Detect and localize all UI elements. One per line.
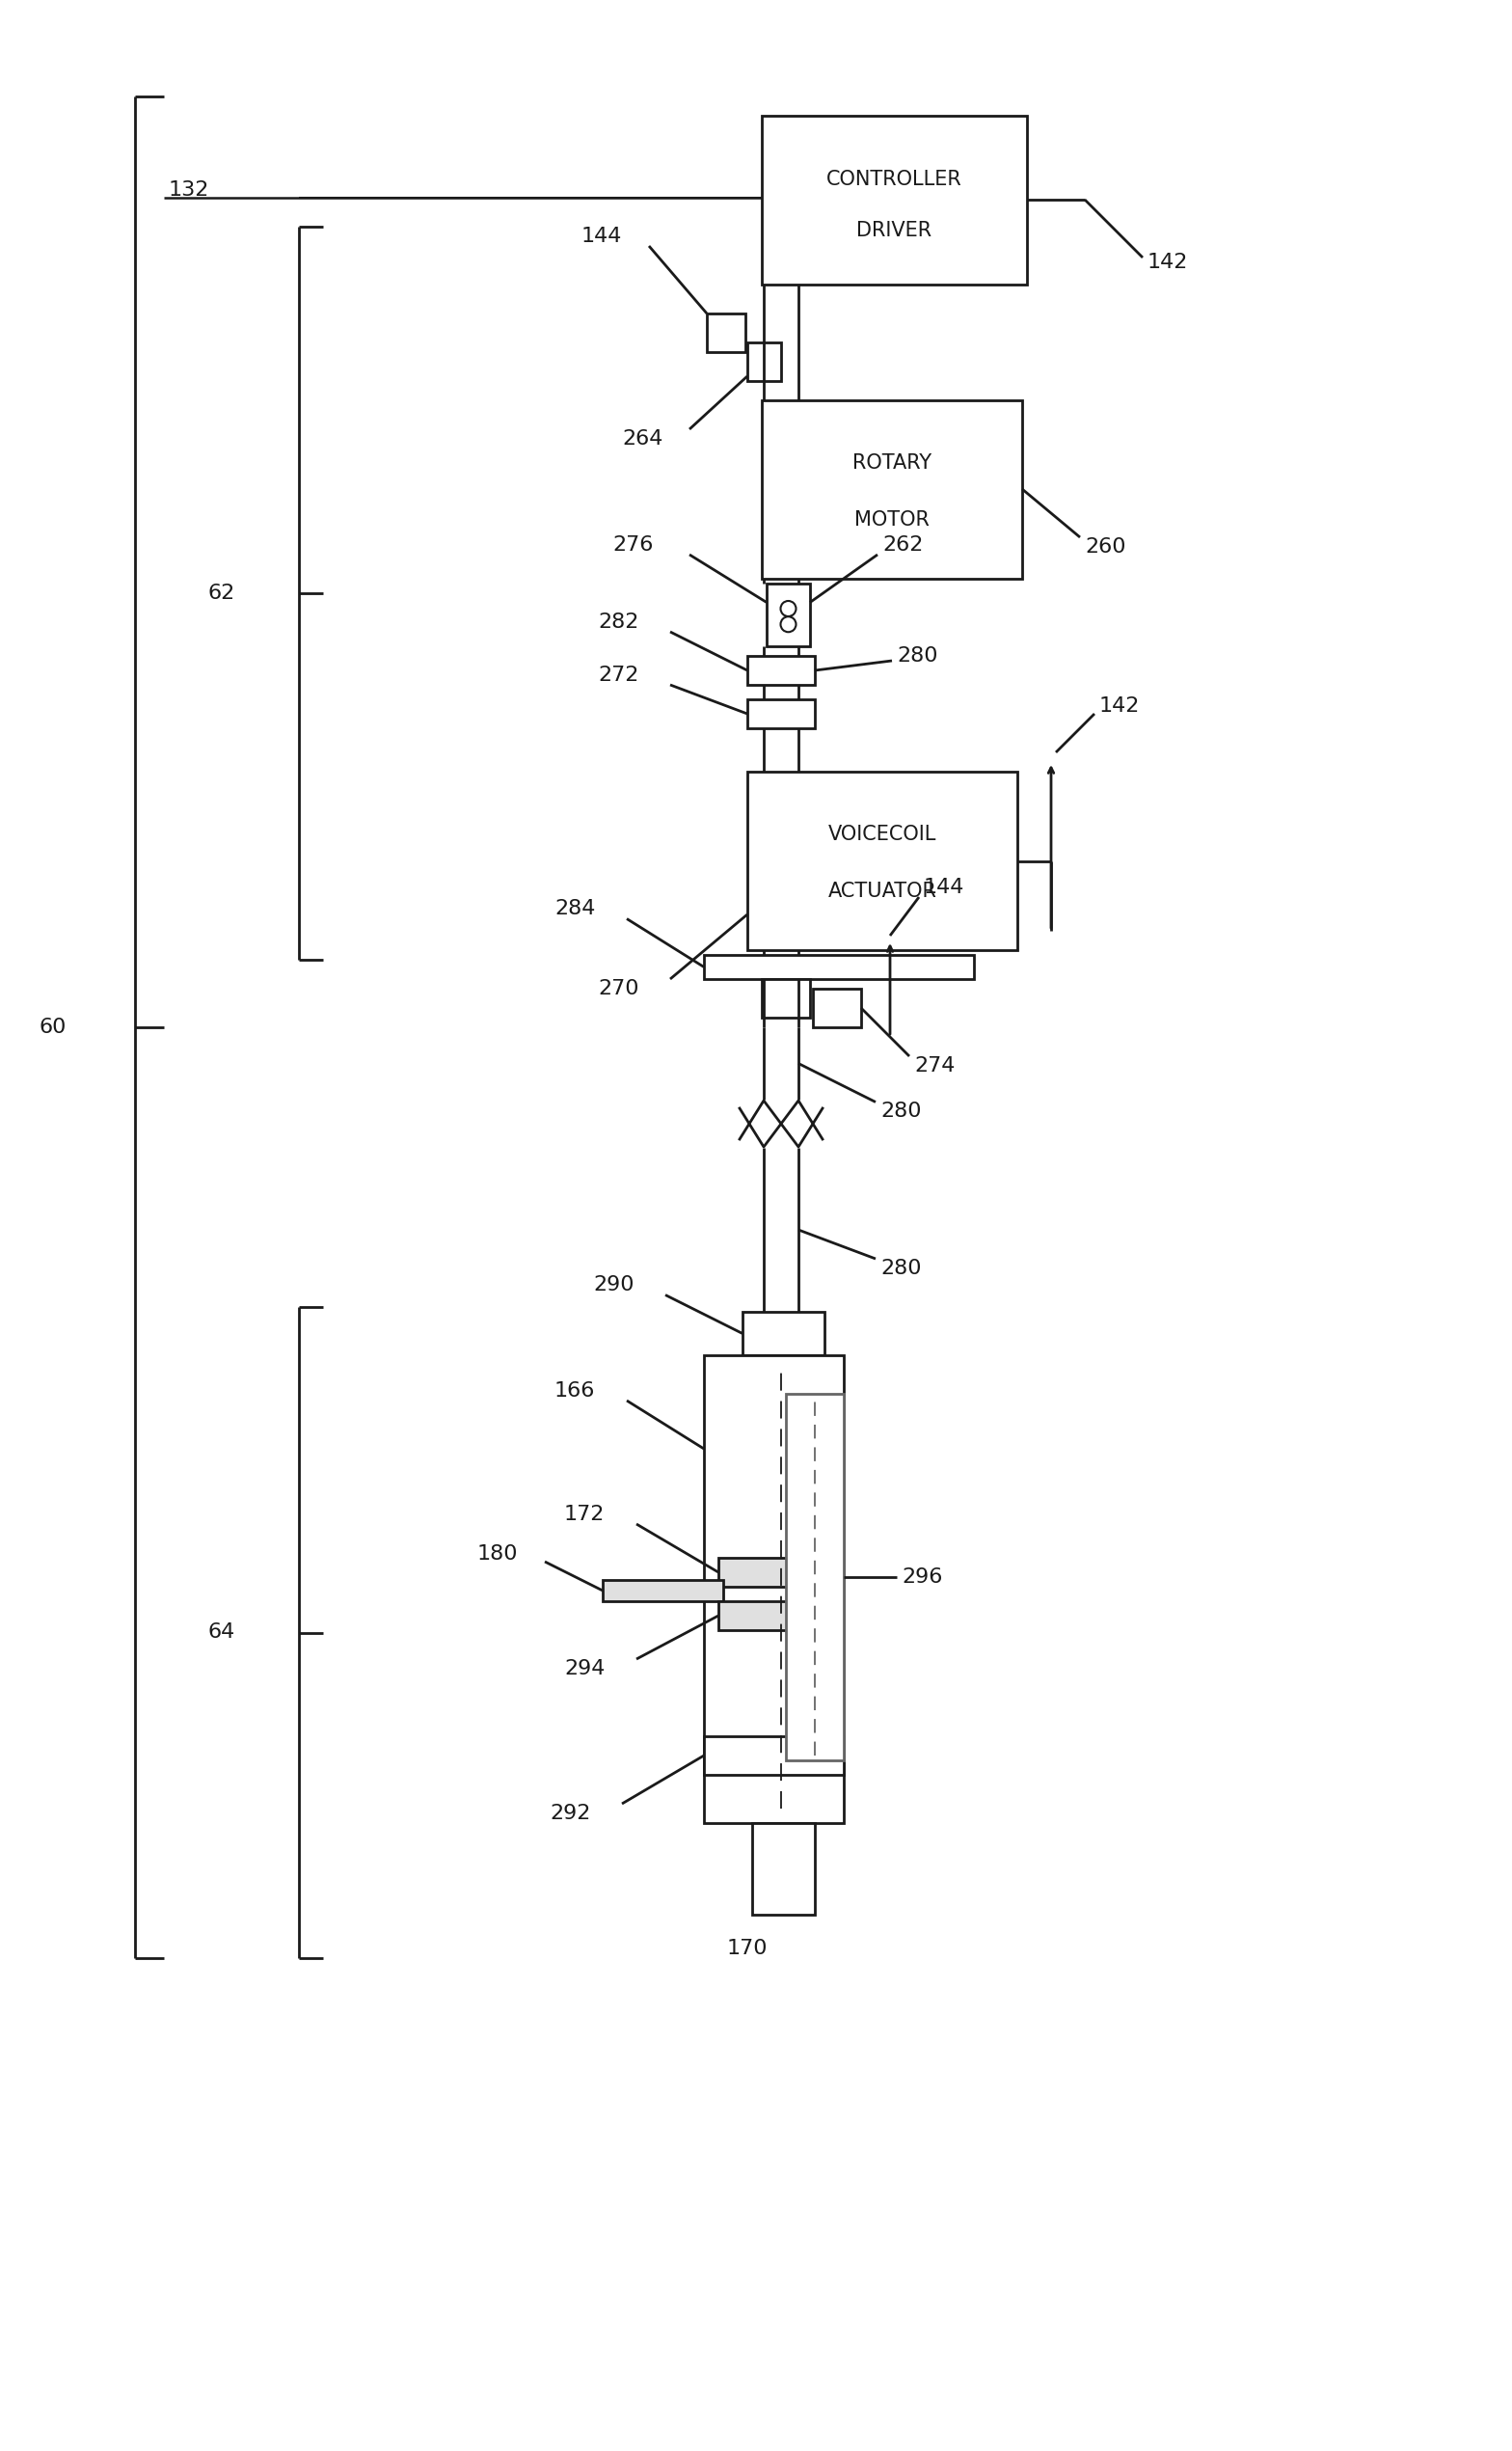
Bar xyxy=(786,1395,844,1760)
Text: ACTUATOR: ACTUATOR xyxy=(829,882,937,902)
Text: 280: 280 xyxy=(897,647,937,667)
Bar xyxy=(705,1735,844,1775)
Text: 280: 280 xyxy=(880,1260,921,1277)
Text: 264: 264 xyxy=(621,429,662,449)
Text: 144: 144 xyxy=(924,877,965,897)
Text: 270: 270 xyxy=(597,978,640,998)
Text: 290: 290 xyxy=(593,1275,634,1294)
Bar xyxy=(762,115,1027,284)
Text: 64: 64 xyxy=(209,1623,236,1642)
Text: 60: 60 xyxy=(39,1017,67,1037)
Bar xyxy=(767,583,810,647)
Bar xyxy=(718,1601,839,1630)
Bar xyxy=(747,699,815,728)
Text: 142: 142 xyxy=(1148,252,1188,272)
Bar xyxy=(705,1355,844,1824)
Text: MOTOR: MOTOR xyxy=(854,510,930,529)
Bar xyxy=(742,1311,824,1355)
Bar xyxy=(813,988,862,1027)
Bar xyxy=(762,400,1022,578)
Bar xyxy=(603,1581,723,1601)
Text: 180: 180 xyxy=(478,1544,519,1564)
Bar xyxy=(762,978,810,1017)
Text: 274: 274 xyxy=(915,1056,956,1076)
Text: 62: 62 xyxy=(209,583,236,603)
Text: CONTROLLER: CONTROLLER xyxy=(827,169,962,189)
Circle shape xyxy=(780,600,795,615)
Text: 272: 272 xyxy=(597,667,638,684)
Circle shape xyxy=(780,618,795,632)
Text: 282: 282 xyxy=(597,613,638,632)
Text: 170: 170 xyxy=(727,1939,768,1958)
Bar xyxy=(705,956,974,978)
Bar xyxy=(718,1559,839,1586)
Text: 172: 172 xyxy=(564,1505,605,1525)
Text: 276: 276 xyxy=(612,534,653,554)
Text: 262: 262 xyxy=(883,534,924,554)
Bar xyxy=(747,657,815,684)
Text: DRIVER: DRIVER xyxy=(857,221,931,240)
Bar xyxy=(706,314,745,353)
Text: 260: 260 xyxy=(1084,537,1126,556)
Text: VOICECOIL: VOICECOIL xyxy=(829,824,936,843)
Text: 294: 294 xyxy=(564,1659,605,1679)
Text: 144: 144 xyxy=(582,225,623,245)
Bar xyxy=(751,1824,815,1914)
Text: ROTARY: ROTARY xyxy=(853,453,931,473)
Text: 142: 142 xyxy=(1099,696,1140,716)
Text: 292: 292 xyxy=(550,1804,591,1824)
Bar xyxy=(747,772,1018,951)
Text: 284: 284 xyxy=(555,900,596,919)
Text: 132: 132 xyxy=(169,181,210,199)
Text: 280: 280 xyxy=(880,1103,921,1120)
Text: 296: 296 xyxy=(901,1569,942,1586)
Text: 166: 166 xyxy=(555,1382,596,1400)
Bar xyxy=(747,343,782,380)
